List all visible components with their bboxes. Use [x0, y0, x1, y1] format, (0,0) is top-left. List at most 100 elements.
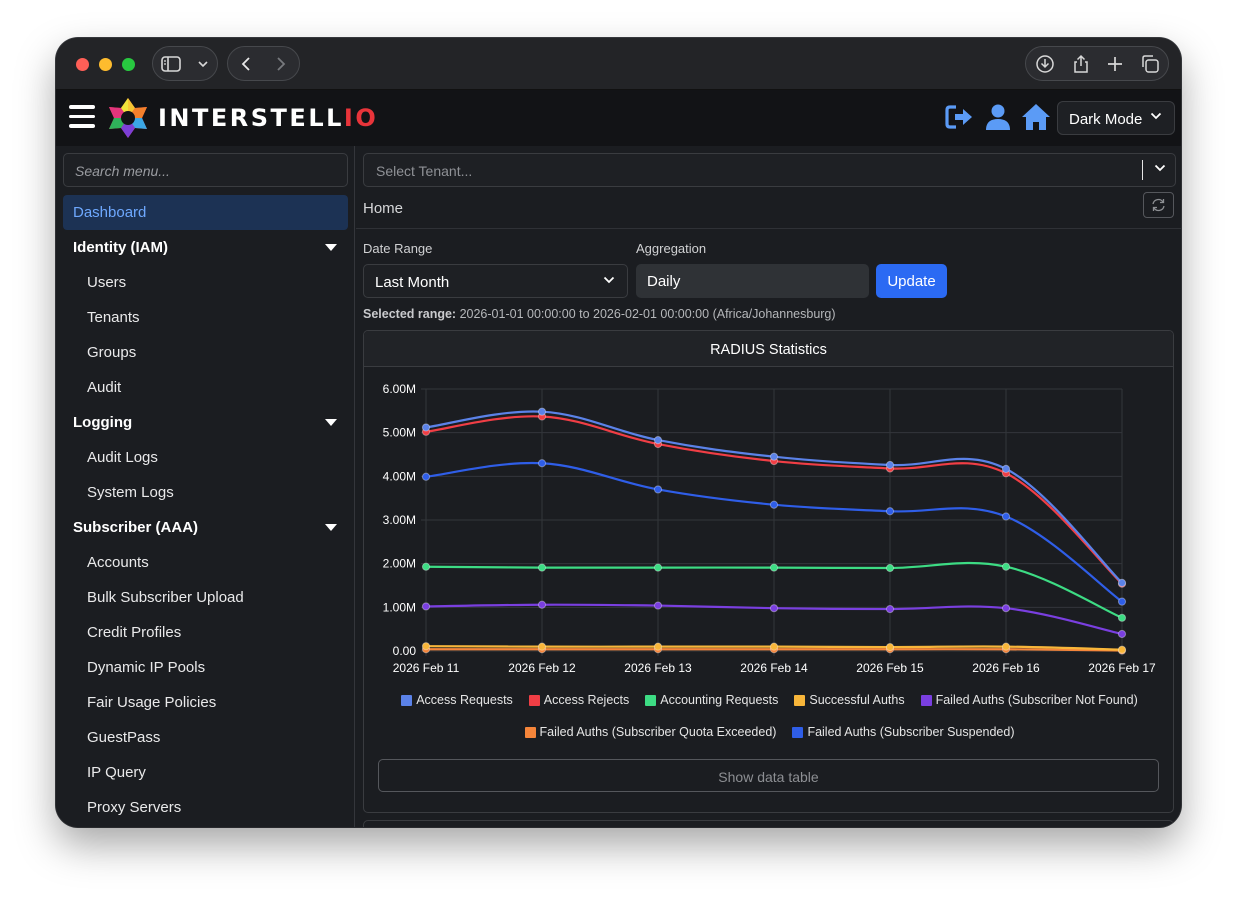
y-tick-label: 6.00M [383, 382, 416, 396]
x-tick-label: 2026 Feb 14 [740, 661, 808, 675]
sidebar-item-audit-logs[interactable]: Audit Logs [63, 440, 348, 475]
sidebar-item-users[interactable]: Users [63, 265, 348, 300]
chevron-down-icon[interactable] [1154, 164, 1166, 172]
sidebar-item-bulk-subscriber-upload[interactable]: Bulk Subscriber Upload [63, 580, 348, 615]
sidebar-toggle-group[interactable] [152, 46, 218, 81]
sidebar-item-system-logs[interactable]: System Logs [63, 475, 348, 510]
close-window-button[interactable] [76, 58, 89, 71]
data-point [769, 500, 779, 509]
tenant-select[interactable]: Select Tenant... [363, 153, 1176, 187]
data-point [653, 601, 663, 610]
data-point [421, 642, 431, 651]
legend-label: Accounting Requests [660, 693, 779, 707]
data-point [537, 563, 547, 572]
breadcrumb[interactable]: Home [363, 200, 404, 217]
sidebar-item-logging[interactable]: Logging [63, 405, 348, 440]
legend-label: Access Requests [416, 693, 513, 707]
sidebar-item-subscriber-aaa[interactable]: Subscriber (AAA) [63, 510, 348, 545]
data-point [421, 562, 431, 571]
sidebar-item-credit-profiles[interactable]: Credit Profiles [63, 615, 348, 650]
interstellio-logo-icon [109, 98, 147, 138]
data-point [1001, 604, 1011, 613]
aggregation-label: Aggregation [636, 241, 707, 256]
history-nav-group[interactable] [227, 46, 300, 81]
tabs-icon[interactable] [1140, 54, 1160, 74]
refresh-button[interactable] [1143, 192, 1174, 218]
selected-range-label: Selected range: [363, 307, 457, 321]
data-point [421, 472, 431, 481]
data-point [653, 485, 663, 494]
legend-swatch [920, 694, 932, 706]
sidebar-item-label: Bulk Subscriber Upload [87, 589, 244, 606]
data-point [885, 460, 895, 470]
sidebar-item-tenants[interactable]: Tenants [63, 300, 348, 335]
caret-down-icon[interactable] [325, 419, 337, 426]
minimize-window-button[interactable] [99, 58, 112, 71]
theme-select-value: Dark Mode [1069, 111, 1143, 128]
menu-toggle-icon[interactable] [69, 105, 95, 129]
aggregation-select[interactable]: Daily [636, 264, 869, 298]
sidebar-item-groups[interactable]: Groups [63, 335, 348, 370]
sidebar-item-fair-usage-policies[interactable]: Fair Usage Policies [63, 685, 348, 720]
card-title: RADIUS Statistics [364, 331, 1173, 367]
zoom-window-button[interactable] [122, 58, 135, 71]
menu-search-input[interactable]: Search menu... [63, 153, 348, 187]
sidebar-item-audit[interactable]: Audit [63, 370, 348, 405]
legend-item[interactable]: Failed Auths (Subscriber Not Found) [920, 693, 1138, 707]
legend-label: Failed Auths (Subscriber Not Found) [935, 693, 1138, 707]
data-point [1001, 562, 1011, 571]
chevron-down-icon[interactable] [197, 60, 209, 68]
legend-item[interactable]: Successful Auths [794, 693, 905, 707]
y-tick-label: 1.00M [383, 600, 416, 614]
radius-stats-card: RADIUS Statistics 0.00 1.00M 2.00M 3.00M 4.0… [363, 330, 1174, 813]
download-icon[interactable] [1035, 54, 1055, 74]
data-point [1117, 613, 1127, 622]
aggregation-value: Daily [647, 273, 681, 290]
legend-swatch [528, 694, 540, 706]
select-divider [1142, 160, 1143, 180]
app-header: INTERSTELLIO Dark Mode [56, 90, 1181, 146]
sidebar-item-label: Identity (IAM) [73, 239, 168, 256]
show-data-table-button[interactable]: Show data table [378, 759, 1159, 792]
sidebar-item-proxy-servers[interactable]: Proxy Servers [63, 790, 348, 825]
sidebar-item-label: Tenants [87, 309, 140, 326]
forward-icon[interactable] [275, 56, 287, 72]
new-tab-icon[interactable] [1107, 56, 1123, 72]
logout-icon[interactable] [944, 102, 974, 132]
theme-select[interactable]: Dark Mode [1057, 101, 1175, 135]
sidebar-item-ip-query[interactable]: IP Query [63, 755, 348, 790]
chevron-down-icon [603, 276, 615, 284]
sidebar-item-label: Dynamic IP Pools [87, 659, 206, 676]
sidebar-item-dashboard[interactable]: Dashboard [63, 195, 348, 230]
data-point [1001, 464, 1011, 474]
sidebar-icon[interactable] [161, 55, 181, 72]
data-point [653, 563, 663, 572]
sidebar-item-guestpass[interactable]: GuestPass [63, 720, 348, 755]
caret-down-icon[interactable] [325, 244, 337, 251]
selected-range-text: Selected range: 2026-01-01 00:00:00 to 2… [363, 307, 836, 321]
sidebar-item-label: Fair Usage Policies [87, 694, 217, 711]
share-icon[interactable] [1072, 54, 1090, 74]
brand-name: INTERSTELLIO [158, 104, 379, 132]
sidebar-item-accounts[interactable]: Accounts [63, 545, 348, 580]
home-icon[interactable] [1021, 102, 1051, 132]
caret-down-icon[interactable] [325, 524, 337, 531]
update-button[interactable]: Update [876, 264, 947, 298]
divider [356, 228, 1181, 229]
data-point [885, 604, 895, 614]
legend-item[interactable]: Access Requests [401, 693, 513, 707]
date-range-value: Last Month [375, 274, 450, 291]
back-icon[interactable] [240, 56, 252, 72]
tenant-select-placeholder: Select Tenant... [376, 163, 473, 179]
user-icon[interactable] [983, 102, 1013, 132]
legend-row: Access Requests Access Rejects Accounting … [364, 693, 1173, 707]
data-point [421, 602, 431, 611]
sidebar-item-identity-iam[interactable]: Identity (IAM) [63, 230, 348, 265]
date-range-select[interactable]: Last Month [363, 264, 628, 298]
sidebar-item-dynamic-ip-pools[interactable]: Dynamic IP Pools [63, 650, 348, 685]
legend-item[interactable]: Access Rejects [528, 693, 629, 707]
legend-item[interactable]: Failed Auths (Subscriber Quota Exceeded) [524, 725, 776, 739]
legend-item[interactable]: Accounting Requests [645, 693, 778, 707]
legend-item[interactable]: Failed Auths (Subscriber Suspended) [792, 725, 1015, 739]
data-point [537, 459, 547, 468]
